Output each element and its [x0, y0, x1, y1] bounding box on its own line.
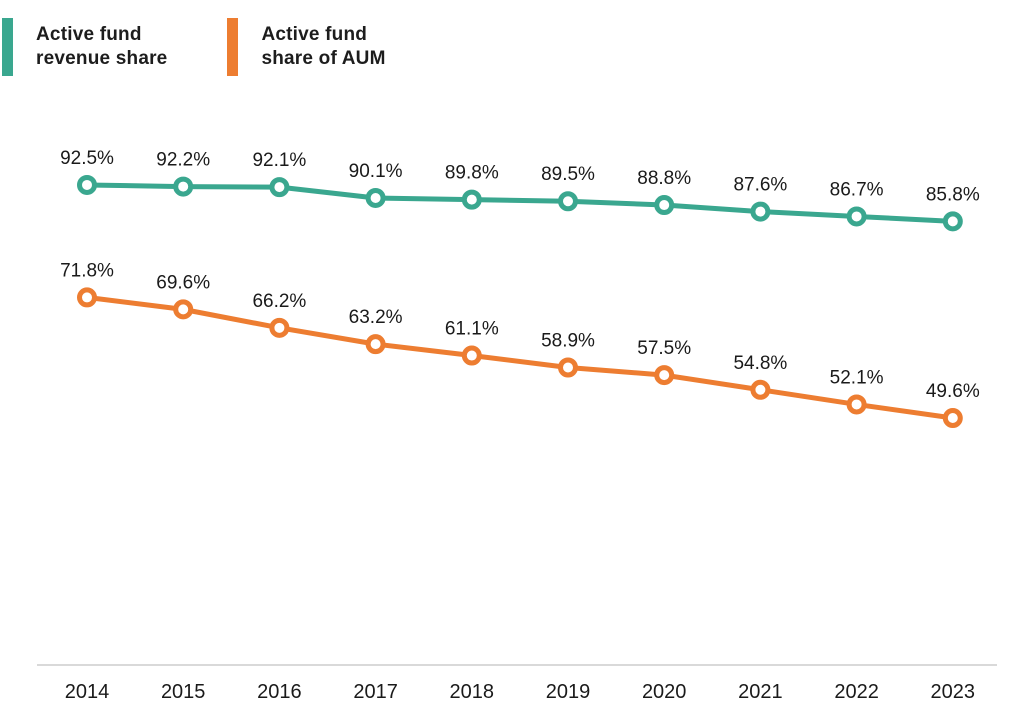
share-of-aum-line — [84, 294, 956, 421]
data-point-label: 89.8% — [445, 163, 499, 184]
x-axis-tick-label: 2019 — [546, 681, 591, 703]
data-point-marker — [365, 187, 386, 208]
data-point-marker — [654, 365, 675, 386]
data-point-label: 52.1% — [830, 367, 884, 388]
x-axis-tick-label: 2023 — [931, 681, 976, 703]
data-point-label: 86.7% — [830, 179, 884, 200]
data-point-label: 88.8% — [637, 168, 691, 189]
x-axis-tick-label: 2016 — [257, 681, 302, 703]
data-point-marker — [942, 211, 963, 232]
data-point-label: 90.1% — [349, 161, 403, 182]
data-point-marker — [846, 206, 867, 227]
legend-swatch-revenue-share — [2, 18, 13, 76]
data-point-label: 49.6% — [926, 381, 980, 402]
legend-swatch-share-of-aum — [227, 18, 239, 76]
data-point-marker — [269, 317, 290, 338]
data-point-label: 57.5% — [637, 338, 691, 359]
x-axis-tick-label: 2022 — [834, 681, 879, 703]
legend-item-share-of-aum: Active fund share of AUM — [227, 18, 385, 76]
data-point-marker — [846, 394, 867, 415]
legend-label-revenue-share: Active fund revenue share — [36, 24, 168, 69]
data-point-label: 92.5% — [60, 148, 114, 169]
data-point-marker — [750, 201, 771, 222]
data-point-label: 71.8% — [60, 260, 114, 281]
data-point-marker — [558, 191, 578, 212]
data-point-label: 66.2% — [252, 291, 306, 312]
x-axis-tick-label: 2018 — [450, 681, 495, 703]
legend-item-revenue-share: Active fund revenue share — [2, 18, 167, 76]
x-axis-tick-label: 2021 — [738, 681, 783, 703]
data-point-marker — [173, 299, 194, 320]
data-point-marker — [269, 177, 290, 198]
legend-label-share-of-aum: Active fund share of AUM — [261, 24, 386, 69]
x-axis-tick-label: 2017 — [353, 681, 398, 703]
data-point-marker — [365, 334, 386, 355]
data-point-label: 63.2% — [349, 307, 403, 328]
data-point-label: 92.2% — [156, 150, 210, 171]
legend: Active fund revenue share Active fund sh… — [2, 18, 386, 76]
data-point-marker — [461, 189, 482, 210]
x-axis-tick-label: 2014 — [65, 681, 110, 703]
data-point-marker — [173, 176, 194, 197]
data-point-marker — [654, 195, 675, 216]
data-point-label: 85.8% — [926, 184, 980, 205]
data-point-label: 58.9% — [541, 330, 595, 351]
data-point-marker — [558, 357, 578, 378]
data-point-label: 54.8% — [733, 353, 787, 374]
x-axis-tick-label: 2015 — [161, 681, 206, 703]
data-point-marker — [77, 174, 97, 195]
data-point-marker — [77, 287, 97, 308]
data-point-label: 87.6% — [733, 175, 787, 196]
data-point-label: 89.5% — [541, 164, 595, 185]
data-point-marker — [942, 408, 963, 429]
data-point-label: 61.1% — [445, 319, 499, 340]
data-point-label: 69.6% — [156, 272, 210, 293]
data-point-marker — [461, 345, 482, 366]
x-axis-tick-label: 2020 — [642, 681, 687, 703]
data-point-label: 92.1% — [252, 150, 306, 171]
revenue-share-line — [84, 182, 956, 224]
data-point-marker — [750, 379, 771, 400]
